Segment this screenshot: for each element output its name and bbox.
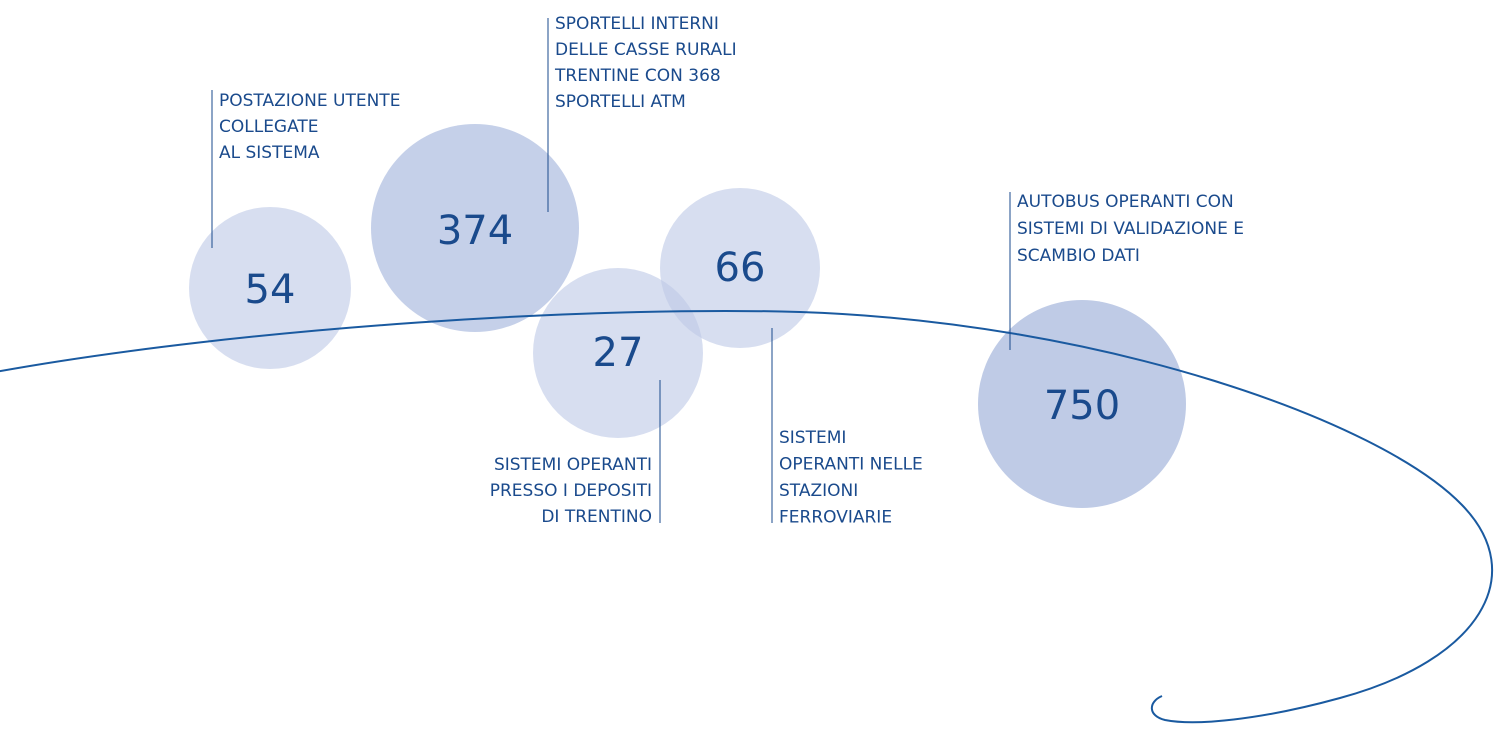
label-line: SISTEMI OPERANTI (494, 455, 652, 475)
label-line: DELLE CASSE RURALI (555, 40, 737, 60)
label-line: AUTOBUS OPERANTI CON (1017, 192, 1234, 212)
label-line: SISTEMI (779, 428, 846, 448)
bubble (978, 300, 1186, 508)
figure-number: 54 (245, 267, 296, 313)
label-line: COLLEGATE (219, 117, 319, 137)
label-line: SPORTELLI INTERNI (555, 14, 719, 34)
label-line: DI TRENTINO (541, 507, 652, 527)
orbit-curve (0, 309, 1494, 724)
figure-number: 750 (1044, 383, 1120, 429)
bubble (660, 188, 820, 348)
label-line: AL SISTEMA (219, 143, 320, 163)
label-line: SCAMBIO DATI (1017, 246, 1140, 266)
label-line: STAZIONI (779, 481, 858, 501)
label-line: POSTAZIONE UTENTE (219, 91, 400, 111)
circles (189, 124, 1186, 508)
label-line: FERROVIARIE (779, 508, 892, 528)
labels: 54 POSTAZIONE UTENTE COLLEGATE AL SISTEMA 37… (211, 14, 1244, 528)
figure-number: 374 (437, 208, 513, 254)
bubble (189, 207, 351, 369)
label-line: TRENTINE CON 368 (554, 66, 721, 86)
figure-number: 27 (593, 330, 644, 376)
figure-number: 66 (715, 245, 766, 291)
label-line: OPERANTI NELLE (779, 455, 923, 475)
label-line: PRESSO I DEPOSITI (490, 481, 652, 501)
bubble (371, 124, 579, 332)
label-line: SPORTELLI ATM (555, 92, 686, 112)
label-line: SISTEMI DI VALIDAZIONE E (1017, 219, 1244, 239)
